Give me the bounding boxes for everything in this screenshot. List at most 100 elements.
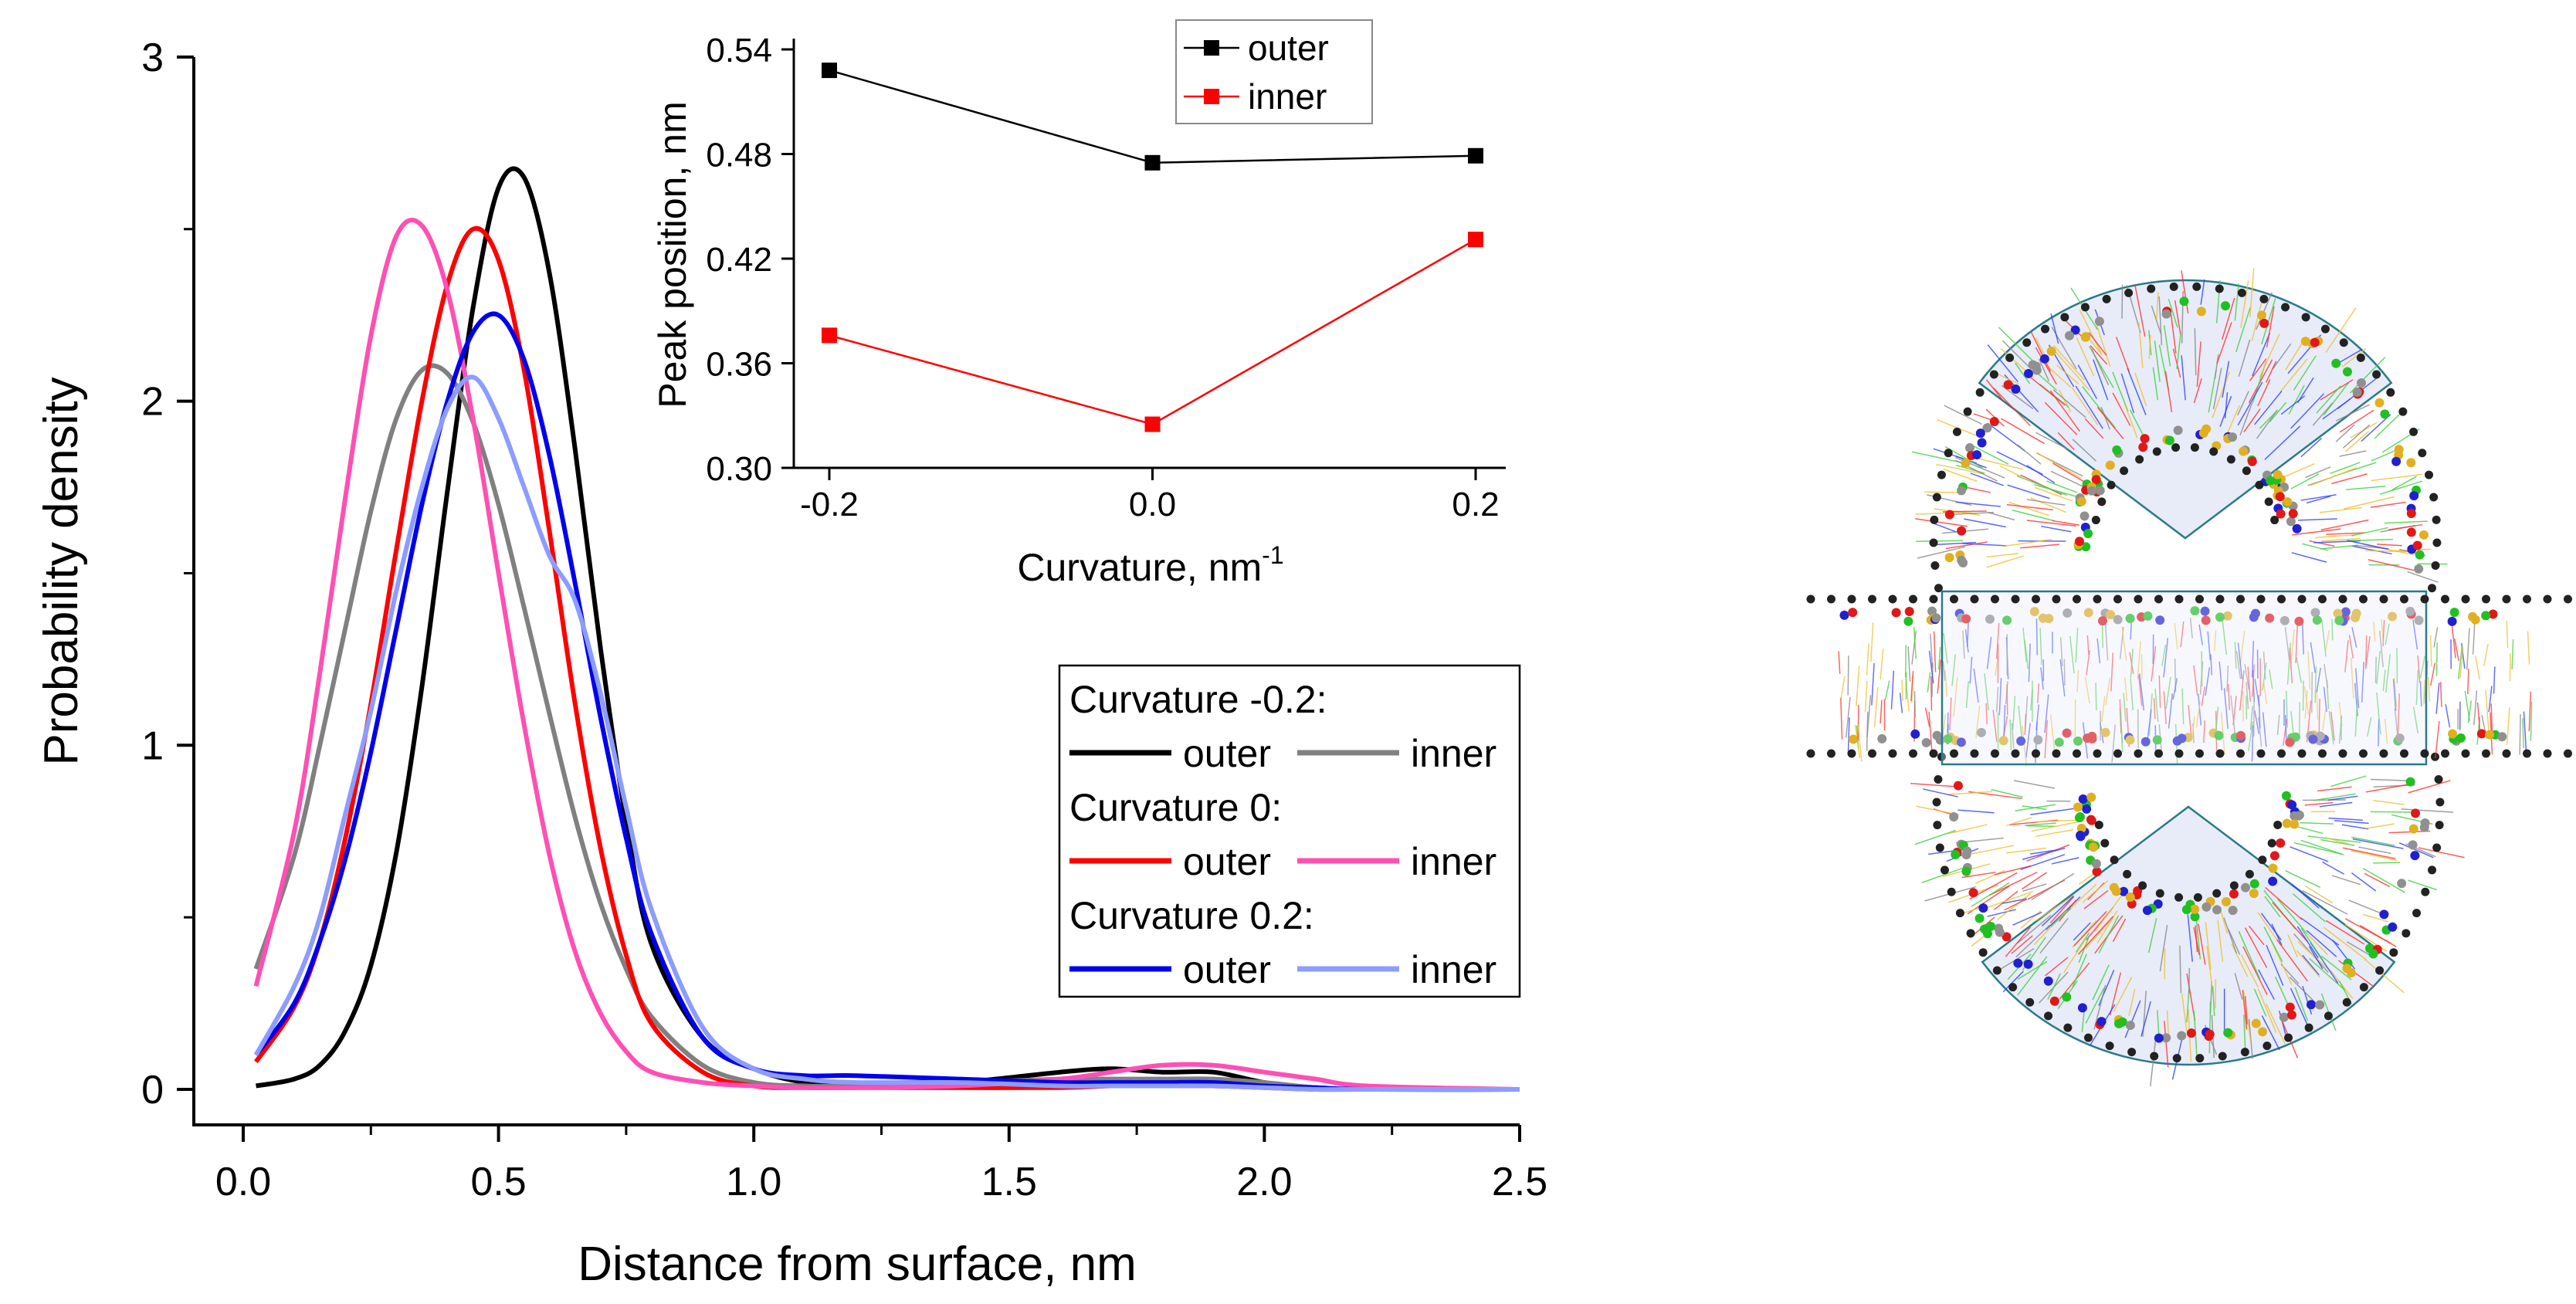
lipid-tail — [2294, 987, 2309, 1021]
lipid-tail — [2365, 550, 2414, 553]
lipid-tail — [2429, 635, 2432, 667]
wall-particle — [2215, 284, 2224, 293]
wall-particle — [2041, 324, 2050, 334]
wall-particle — [2418, 449, 2427, 458]
wall-particle — [1935, 843, 1944, 852]
wall-particle — [2134, 749, 2143, 758]
lipid-tail — [2276, 715, 2280, 736]
lipid-head — [2094, 317, 2104, 327]
wall-particle — [2421, 887, 2430, 896]
lipid-tail — [1847, 655, 1849, 696]
lipid-head — [2011, 384, 2021, 394]
lipid-tail — [2021, 872, 2047, 890]
lipid-head — [2177, 1031, 2187, 1041]
wall-particle — [2400, 594, 2408, 604]
wall-particle — [1806, 749, 1815, 758]
wall-particle — [2215, 594, 2225, 604]
lipid-head — [2290, 819, 2300, 829]
lipid-head — [2312, 615, 2322, 625]
lipid-tail — [2325, 629, 2330, 652]
lipid-tail — [2359, 924, 2397, 947]
lipid-tail — [2022, 725, 2028, 767]
lipid-tail — [2354, 699, 2358, 737]
lipid-tail — [2012, 911, 2042, 926]
wall-particle — [2150, 1052, 2159, 1061]
lipid-head — [2294, 616, 2304, 626]
wall-particle — [1989, 370, 1998, 379]
lipid-tail — [2036, 819, 2083, 823]
lipid-tail — [2071, 387, 2099, 425]
main-x-tick-label: 0.5 — [470, 1160, 526, 1204]
wall-particle — [2400, 749, 2408, 758]
lipid-tail — [2217, 920, 2224, 963]
lipid-tail — [2258, 717, 2262, 747]
lipid-tail — [2158, 296, 2163, 346]
main-axes: 0 1 2 3 0.0 0.5 1.0 1.5 2.0 2.5 — [141, 36, 1547, 1204]
lipid-tail — [2203, 720, 2206, 743]
lipid-tail — [1987, 909, 2016, 917]
lipid-tail — [2163, 691, 2167, 725]
lipid-tail — [2035, 432, 2069, 450]
lipid-tail — [2022, 805, 2047, 811]
lipid-tail — [2511, 638, 2514, 670]
lipid-tail — [2397, 693, 2400, 736]
lipid-head — [2097, 616, 2107, 626]
lipid-tail — [2364, 958, 2405, 994]
wall-particle — [1929, 538, 1938, 547]
lipid-head — [2076, 823, 2086, 833]
wall-particle — [2193, 892, 2202, 902]
lipid-tail — [2096, 407, 2124, 439]
lipid-head — [2111, 886, 2121, 896]
lipid-tail — [2351, 849, 2398, 862]
lipid-tail — [2286, 690, 2288, 728]
lipid-tail — [2012, 696, 2016, 730]
lipid-tail — [2320, 838, 2355, 846]
lipid-tail — [2007, 484, 2050, 500]
lipid-tail — [2307, 835, 2361, 843]
lipid-tail — [2140, 1001, 2151, 1037]
lipid-tail — [2001, 384, 2034, 410]
wall-particle — [1950, 594, 1958, 604]
lipid-tail — [2022, 847, 2066, 860]
lipid-head — [2259, 318, 2269, 328]
lipid-tail — [2210, 654, 2213, 676]
lipid-tail — [2296, 377, 2314, 403]
lipid-tail — [1879, 699, 1883, 724]
lipid-tail — [2305, 932, 2329, 956]
lipid-tail — [2198, 624, 2204, 645]
lipid-tail — [2309, 540, 2335, 547]
lipid-tail — [2218, 661, 2223, 691]
lipid-tail — [2316, 385, 2341, 414]
lipid-tail — [2009, 719, 2012, 751]
lipid-tail — [2328, 710, 2334, 745]
wall-particle — [2256, 749, 2266, 758]
wall-particle — [2218, 1052, 2227, 1061]
lipid-tail — [2206, 945, 2214, 995]
wall-particle — [2152, 447, 2161, 456]
lipid-tail — [1962, 543, 2007, 547]
lipid-tail — [2201, 686, 2206, 706]
lipid-head — [2198, 428, 2208, 438]
lipid-tail — [2279, 358, 2308, 392]
lipid-tail — [2358, 846, 2391, 855]
wall-particle — [2461, 749, 2470, 758]
lipid-tail — [1928, 650, 1934, 684]
wall-particle — [1966, 929, 1975, 938]
lipid-tail — [1992, 387, 2031, 427]
lipid-head — [2368, 949, 2378, 959]
legend-label: outer — [1183, 732, 1271, 775]
lipid-tail — [2164, 948, 2166, 980]
lipid-head — [2285, 737, 2295, 747]
wall-particle — [2401, 929, 2411, 938]
inset-y-tick-label: 0.42 — [706, 241, 772, 279]
membrane-simulation-illustration — [1806, 268, 2572, 1087]
lipid-tail — [1907, 646, 1911, 682]
lipid-tail — [2222, 361, 2230, 398]
lipid-tail — [1995, 622, 2000, 659]
lipid-tail — [2322, 708, 2327, 731]
main-x-tick-label: 1.0 — [726, 1160, 781, 1204]
lipid-tail — [2113, 977, 2133, 1013]
lipid-head — [2409, 491, 2419, 501]
lipid-tail — [2094, 320, 2111, 367]
lipid-tail — [1988, 512, 2015, 521]
